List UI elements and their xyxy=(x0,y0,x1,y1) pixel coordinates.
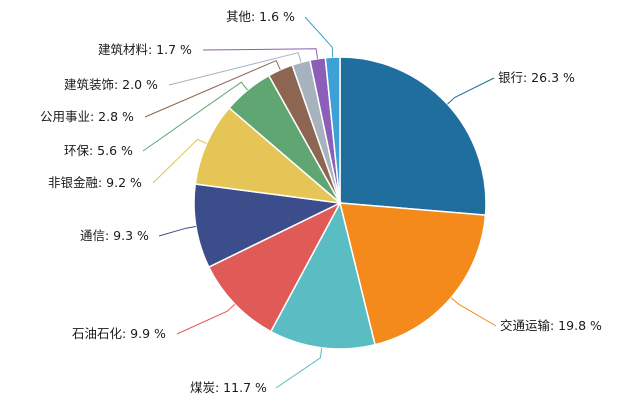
slice-label-11: 其他: 1.6 % xyxy=(226,9,295,24)
slice-label-6: 非银金融: 9.2 % xyxy=(48,175,142,190)
leader-line-5 xyxy=(158,226,196,237)
slice-label-4: 石油石化: 9.9 % xyxy=(72,326,166,341)
slice-label-10: 建筑材料: 1.7 % xyxy=(98,42,192,57)
leader-line-9 xyxy=(168,52,302,86)
leader-line-8 xyxy=(144,59,281,118)
leader-line-6 xyxy=(152,138,207,184)
slice-label-5: 通信: 9.3 % xyxy=(80,228,149,243)
slice-label-3: 煤炭: 11.7 % xyxy=(190,380,267,395)
slice-labels: 银行: 26.3 % 交通运输: 19.8 % 煤炭: 11.7 % 石油石化: 9.… xyxy=(40,9,602,395)
leader-line-1 xyxy=(447,77,495,105)
pie-slice-3 xyxy=(269,200,376,350)
leader-line-11 xyxy=(304,16,334,58)
leader-line-3 xyxy=(275,347,323,389)
pie-slice-5 xyxy=(193,183,343,269)
leader-lines xyxy=(142,16,497,389)
pie-slice-1 xyxy=(339,56,487,216)
slice-label-1: 银行: 26.3 % xyxy=(498,70,575,85)
leader-line-2 xyxy=(450,297,497,327)
slice-label-7: 环保: 5.6 % xyxy=(64,143,133,158)
pie-slices xyxy=(193,56,487,350)
leader-line-7 xyxy=(142,81,248,152)
pie-slice-2 xyxy=(339,202,487,346)
slice-label-2: 交通运输: 19.8 % xyxy=(500,318,602,333)
slice-label-8: 公用事业: 2.8 % xyxy=(40,109,134,124)
pie-slice-6 xyxy=(194,106,343,205)
leader-line-10 xyxy=(202,48,319,59)
slice-label-9: 建筑装饰: 2.0 % xyxy=(64,77,158,92)
leader-line-4 xyxy=(176,303,236,335)
